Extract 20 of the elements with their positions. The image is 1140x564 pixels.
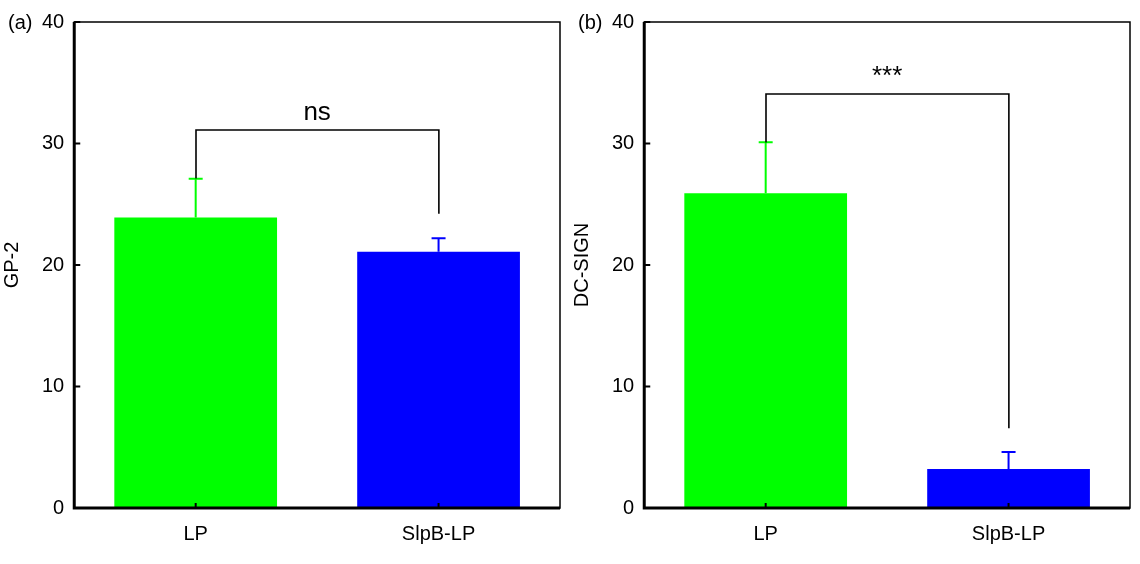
x-tick-label: LP: [183, 521, 208, 544]
y-axis-title: DC-SIGN: [569, 222, 592, 308]
y-tick-label: 40: [612, 9, 635, 32]
x-tick-label: SlpB-LP: [971, 521, 1046, 544]
x-tick-label: LP: [753, 521, 778, 544]
y-tick-label: 10: [612, 374, 635, 397]
y-tick-label: 30: [612, 131, 635, 154]
y-tick-label: 0: [53, 495, 65, 518]
y-tick-label: 0: [623, 495, 635, 518]
x-tick-label: SlpB-LP: [401, 521, 476, 544]
y-tick-label: 30: [42, 131, 65, 154]
annotation: ns: [303, 96, 331, 127]
chart-title: (b): [578, 10, 603, 33]
y-tick-label: 20: [42, 252, 65, 275]
y-tick-label: 40: [42, 9, 65, 32]
chart-title: (a): [8, 10, 33, 33]
annotation: ***: [871, 59, 903, 90]
y-tick-label: 20: [612, 252, 635, 275]
y-axis-title: GP-2: [0, 241, 22, 289]
y-tick-label: 10: [42, 374, 65, 397]
